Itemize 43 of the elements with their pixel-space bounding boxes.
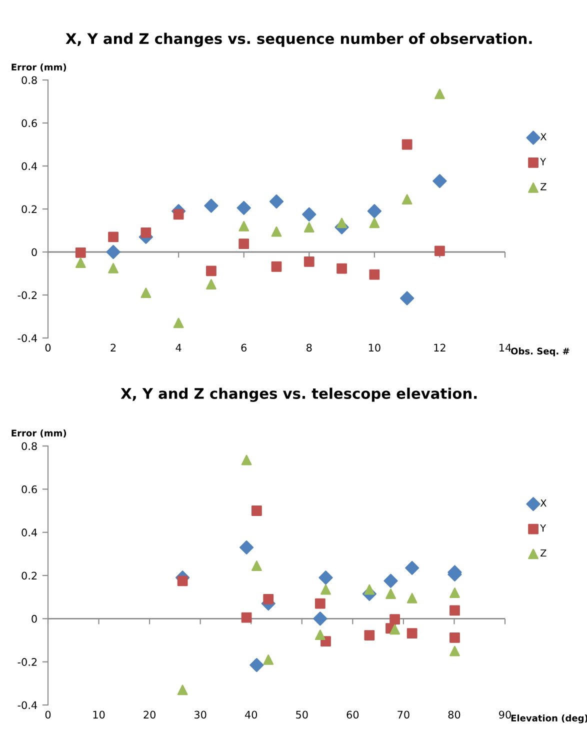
x-tick-label: 30 bbox=[194, 710, 206, 719]
y-tick-label: 0.8 bbox=[22, 442, 37, 450]
chart-title: X, Y and Z changes vs. telescope elevation. bbox=[120, 388, 477, 402]
x-tick-label: 20 bbox=[144, 710, 156, 719]
y-tick-label: -0.2 bbox=[18, 291, 37, 300]
y-tick-label: 0.2 bbox=[22, 205, 37, 214]
x-tick-label: 80 bbox=[448, 710, 460, 719]
y-tick-label: -0.2 bbox=[18, 658, 37, 666]
y-tick-label: 0.6 bbox=[22, 119, 37, 128]
x-tick-label: 0 bbox=[45, 710, 51, 719]
y-tick-label: 0.4 bbox=[22, 528, 37, 536]
y-tick-label: 0.8 bbox=[22, 76, 37, 84]
y-tick-label: 0.6 bbox=[22, 485, 37, 494]
x-tick-label: 50 bbox=[296, 710, 308, 719]
x-tick-label: 40 bbox=[244, 710, 258, 719]
x-tick-label: 4 bbox=[176, 344, 182, 352]
y-tick-label: -0.4 bbox=[18, 334, 37, 342]
chart-title: X, Y and Z changes vs. sequence number of observation. bbox=[66, 32, 532, 48]
y-tick-label: 0.2 bbox=[22, 572, 37, 580]
legend-label: Z bbox=[540, 549, 546, 557]
y-tick-label: 0 bbox=[32, 248, 37, 256]
y-axis-title: Error (mm) bbox=[12, 64, 66, 72]
legend-label: Y bbox=[540, 158, 546, 166]
x-tick-label: 90 bbox=[499, 710, 511, 719]
legend-label: X bbox=[540, 133, 546, 140]
x-tick-label: 60 bbox=[346, 710, 359, 719]
x-tick-label: 70 bbox=[398, 710, 410, 719]
legend-label: X bbox=[540, 500, 546, 507]
x-axis-title: Obs. Seq. # bbox=[511, 348, 570, 356]
x-tick-label: 8 bbox=[306, 344, 312, 352]
x-tick-label: 0 bbox=[45, 344, 51, 352]
y-axis-title: Error (mm) bbox=[12, 430, 66, 438]
x-tick-label: 2 bbox=[110, 344, 116, 352]
x-tick-label: 12 bbox=[434, 344, 446, 352]
x-tick-label: 6 bbox=[241, 344, 247, 352]
x-tick-label: 14 bbox=[500, 344, 512, 352]
legend-label: Y bbox=[540, 524, 546, 532]
y-tick-label: 0.4 bbox=[22, 162, 37, 170]
legend-label: Z bbox=[540, 183, 546, 190]
y-tick-label: 0 bbox=[32, 614, 37, 623]
x-tick-label: 10 bbox=[93, 710, 105, 719]
x-tick-label: 10 bbox=[368, 344, 380, 352]
y-tick-label: -0.4 bbox=[18, 701, 37, 710]
